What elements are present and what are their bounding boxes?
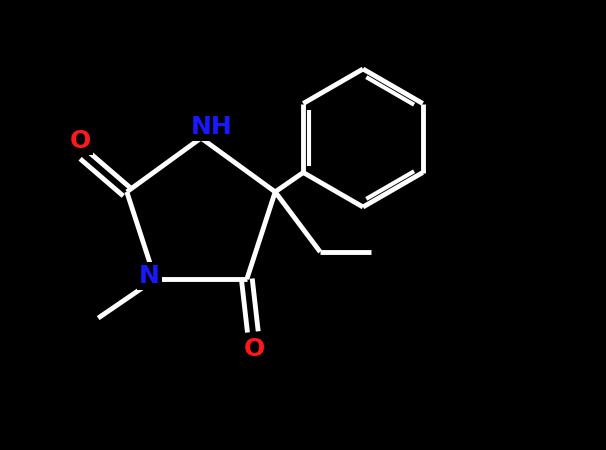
Text: N: N — [139, 264, 159, 288]
Text: NH: NH — [191, 115, 233, 139]
Text: O: O — [70, 130, 92, 153]
Text: O: O — [244, 337, 265, 361]
